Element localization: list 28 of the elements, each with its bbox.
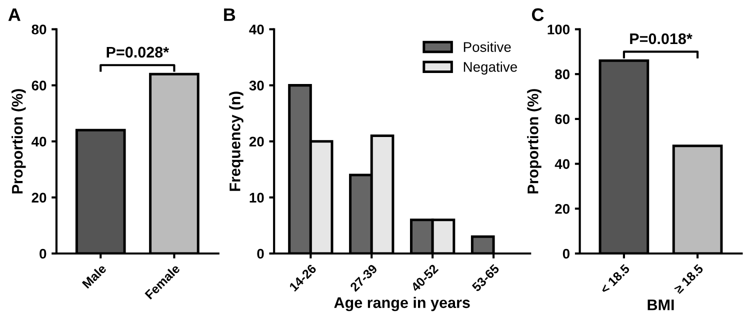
annotation: P=0.018* [630,33,692,44]
legend-label: Positive [464,42,511,52]
y-tick-label: 0 [562,248,570,259]
y-tick-label: 40 [249,24,264,34]
y-axis-title: Proportion (%) [527,89,542,194]
y-tick-label: 40 [32,136,46,147]
y-tick-label: 20 [555,204,570,214]
y-tick-label: 20 [32,192,46,203]
x-axis-title: BMI [648,300,674,310]
y-tick-label: 10 [250,192,264,203]
annotation: P=0.028* [106,46,170,58]
y-tick-label: 0 [40,248,46,259]
y-tick-label: 100 [548,24,570,34]
y-tick-label: 60 [32,80,46,90]
legend-label: Negative [464,62,517,75]
y-tick-label: 40 [554,159,570,169]
y-tick-label: 0 [257,248,264,259]
y-tick-label: 80 [32,24,46,34]
y-tick-label: 30 [249,80,264,90]
chart-title: A [8,8,20,21]
y-tick-label: 80 [555,69,570,80]
chart-title: C [532,8,544,22]
y-axis-title: Frequency (n) [229,92,244,191]
x-axis-title: Age range in years [334,296,470,312]
y-axis-title: Proportion (%) [12,89,26,194]
y-tick-label: 20 [249,136,264,147]
chart-title: B [224,8,236,21]
y-tick-label: 60 [555,114,570,124]
